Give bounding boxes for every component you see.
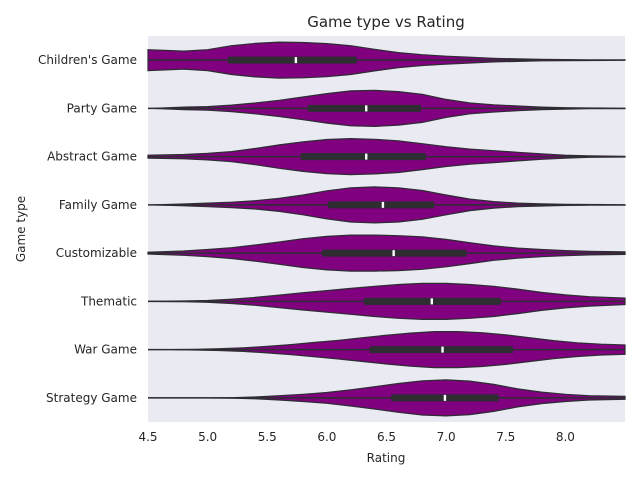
y-tick-label: Children's Game bbox=[38, 53, 137, 67]
y-tick-label: Strategy Game bbox=[46, 391, 137, 405]
median-party-game bbox=[365, 105, 368, 112]
y-tick-label: Abstract Game bbox=[47, 150, 137, 164]
x-tick-labels: 4.5 5.0 5.5 6.0 6.5 7.0 7.5 8.0 bbox=[138, 430, 574, 444]
median-thematic bbox=[430, 298, 434, 305]
median-family-game bbox=[381, 201, 385, 208]
x-tick-label: 8.0 bbox=[556, 430, 575, 444]
x-tick-label: 5.5 bbox=[258, 430, 277, 444]
iqr-box-abstract-game bbox=[300, 153, 426, 161]
median-customizable bbox=[392, 250, 395, 257]
x-tick-label: 6.5 bbox=[377, 430, 396, 444]
x-tick-label: 6.0 bbox=[317, 430, 336, 444]
median-war-game bbox=[441, 346, 444, 353]
y-tick-label: War Game bbox=[74, 343, 137, 357]
median-children-s-game bbox=[294, 57, 298, 64]
y-tick-label: Thematic bbox=[80, 294, 137, 308]
iqr-box-children-s-game bbox=[227, 56, 357, 64]
iqr-box-family-game bbox=[328, 201, 435, 209]
y-tick-label: Party Game bbox=[67, 101, 137, 115]
y-tick-label: Family Game bbox=[59, 198, 137, 212]
y-tick-labels: Children's Game Party Game Abstract Game Fa… bbox=[38, 53, 137, 405]
x-tick-label: 7.0 bbox=[437, 430, 456, 444]
x-tick-label: 7.5 bbox=[496, 430, 515, 444]
chart-title: Game type vs Rating bbox=[307, 13, 465, 31]
violin-layer bbox=[147, 41, 626, 417]
median-abstract-game bbox=[365, 153, 368, 160]
y-tick-label: Customizable bbox=[56, 246, 137, 260]
x-axis-label: Rating bbox=[367, 451, 406, 465]
x-tick-label: 4.5 bbox=[138, 430, 157, 444]
x-tick-label: 5.0 bbox=[198, 430, 217, 444]
median-strategy-game bbox=[443, 394, 447, 401]
iqr-box-party-game bbox=[307, 104, 422, 112]
y-axis-label: Game type bbox=[14, 196, 28, 262]
